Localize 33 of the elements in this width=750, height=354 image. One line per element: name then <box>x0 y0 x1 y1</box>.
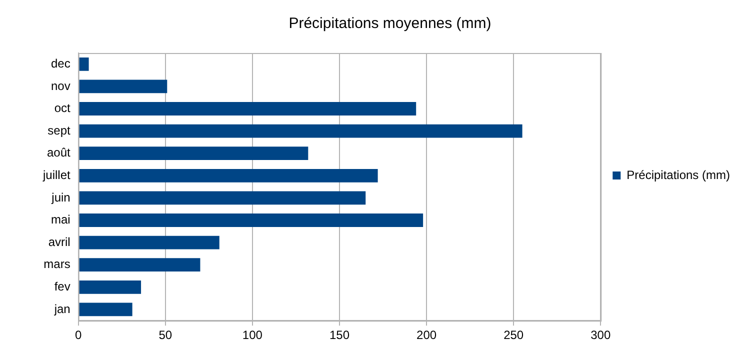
bar <box>78 258 200 272</box>
y-tick-label: fev <box>54 279 70 294</box>
bar <box>78 236 220 250</box>
y-tick-label: dec <box>50 56 70 70</box>
x-tick-label: 200 <box>416 328 437 342</box>
bar <box>78 102 416 116</box>
y-tick-label: sept <box>48 123 72 138</box>
y-tick-label: juillet <box>42 168 71 182</box>
y-tick-label: août <box>46 146 72 160</box>
y-tick-label: jan <box>53 302 70 316</box>
legend-label: Précipitations (mm) <box>626 168 730 182</box>
y-tick-label: mars <box>44 257 70 272</box>
y-tick-label: juin <box>50 190 70 204</box>
y-tick-label: oct <box>54 101 72 116</box>
y-tick-label: avril <box>48 234 70 249</box>
x-tick-label: 100 <box>242 328 263 342</box>
y-tick-label: mai <box>51 212 70 227</box>
x-tick-label: 50 <box>158 328 172 342</box>
bar <box>78 57 89 71</box>
x-tick-label: 150 <box>329 328 350 342</box>
bar <box>78 80 168 94</box>
x-tick-label: 0 <box>75 328 82 342</box>
bar <box>78 280 142 294</box>
chart-title: Précipitations moyennes (mm) <box>288 15 492 32</box>
bar <box>78 124 522 138</box>
bar <box>78 146 308 160</box>
bar <box>78 214 424 227</box>
x-tick-label: 250 <box>504 328 524 342</box>
bar <box>78 168 378 182</box>
bar <box>78 302 132 316</box>
bar <box>78 191 366 205</box>
x-tick-label: 300 <box>590 328 611 342</box>
y-tick-label: nov <box>50 78 70 93</box>
